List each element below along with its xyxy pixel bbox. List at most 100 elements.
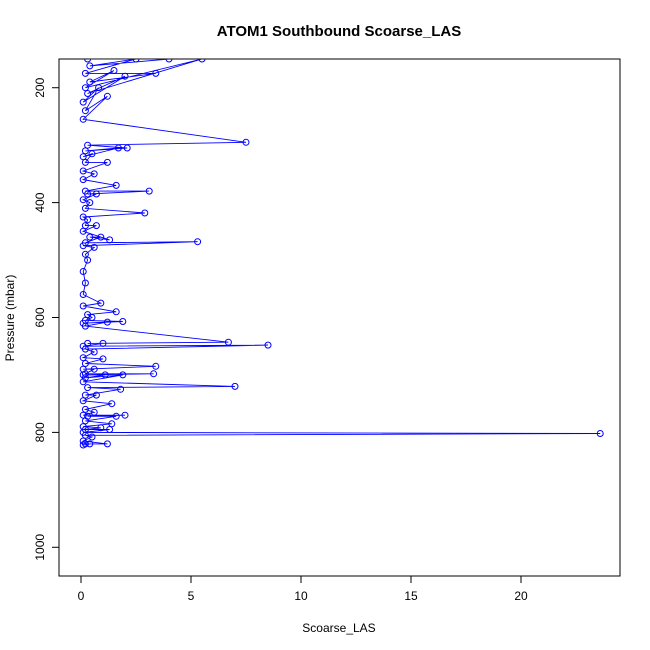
data-point (103, 92, 111, 100)
x-tick-label: 15 (404, 589, 418, 603)
data-point (99, 355, 107, 363)
x-tick-label: 20 (514, 589, 528, 603)
data-point (97, 233, 105, 241)
data-point (132, 59, 140, 63)
data-point (108, 400, 116, 408)
data-point (92, 190, 100, 198)
data-point (90, 348, 98, 356)
data-point (86, 199, 94, 207)
data-point (165, 59, 173, 63)
y-tick-label: 600 (33, 307, 47, 327)
data-point (84, 384, 92, 392)
data-point (112, 412, 120, 420)
data-point (90, 243, 98, 251)
data-point (79, 291, 87, 298)
data-point (123, 144, 131, 152)
data-point (81, 107, 89, 115)
data-point (110, 67, 118, 74)
data-point (95, 84, 103, 92)
data-point (596, 430, 604, 437)
data-point (119, 318, 127, 325)
data-point (81, 158, 89, 166)
y-axis-label: Pressure (mbar) (3, 275, 17, 362)
data-point (79, 115, 87, 123)
data-point (121, 72, 129, 80)
data-point (88, 433, 96, 441)
chart-title: ATOM1 Southbound Scoarse_LAS (217, 23, 461, 40)
data-point (81, 69, 89, 77)
data-point (121, 411, 129, 419)
y-tick-label: 200 (33, 77, 47, 97)
data-point (79, 302, 87, 310)
data-point (101, 371, 109, 379)
data-point (150, 370, 158, 378)
x-tick-label: 0 (78, 589, 85, 603)
data-point (79, 98, 87, 106)
x-axis-label: Scoarse_LAS (302, 621, 375, 635)
data-point (81, 405, 89, 413)
data-point (84, 216, 92, 224)
data-point (242, 138, 250, 146)
data-point (90, 170, 98, 178)
series-line (81, 59, 601, 446)
data-point (112, 308, 120, 316)
data-point (79, 268, 87, 275)
plot-layer (79, 59, 604, 449)
data-point (141, 209, 149, 217)
data-point (90, 365, 98, 373)
data-series (79, 59, 604, 449)
data-point (79, 378, 87, 386)
data-point (198, 59, 206, 63)
data-point (119, 371, 127, 379)
data-point (106, 426, 114, 433)
data-point (103, 440, 111, 448)
data-point (81, 84, 89, 92)
y-tick-label: 1000 (33, 534, 47, 561)
data-point (86, 233, 94, 241)
data-point (152, 69, 160, 77)
data-point (103, 318, 111, 326)
data-point (81, 279, 89, 287)
data-point (84, 190, 92, 198)
data-point (79, 227, 87, 235)
data-point (97, 299, 105, 307)
x-tick-label: 10 (294, 589, 308, 603)
y-tick-label: 400 (33, 192, 47, 212)
data-point (81, 250, 89, 258)
data-point (81, 204, 89, 212)
data-point (84, 90, 92, 97)
data-point (112, 181, 120, 189)
data-point (79, 397, 87, 405)
data-point (106, 236, 114, 244)
data-point (88, 150, 96, 158)
data-point (79, 242, 87, 250)
data-point (79, 441, 87, 449)
data-point (86, 440, 94, 448)
y-tick-label: 800 (33, 422, 47, 442)
data-point (103, 158, 111, 166)
data-point (224, 338, 232, 346)
data-point (92, 391, 100, 399)
data-point (79, 354, 87, 362)
data-point (79, 167, 87, 175)
data-point (86, 78, 94, 86)
data-point (81, 322, 89, 330)
data-point (97, 424, 105, 432)
y-axis: 200 400 600 800 1000 (33, 77, 60, 561)
data-point (81, 345, 89, 353)
data-point (81, 147, 89, 155)
data-point (86, 62, 94, 70)
data-point (84, 256, 92, 264)
data-point (90, 408, 98, 416)
data-point (79, 196, 87, 204)
data-point (92, 222, 100, 230)
data-point (231, 382, 239, 390)
x-tick-label: 5 (188, 589, 195, 603)
data-point (81, 374, 89, 382)
data-point (79, 176, 87, 184)
data-point (84, 59, 92, 63)
data-point (117, 385, 125, 393)
data-point (114, 144, 122, 152)
plot-area-border (58, 58, 621, 577)
